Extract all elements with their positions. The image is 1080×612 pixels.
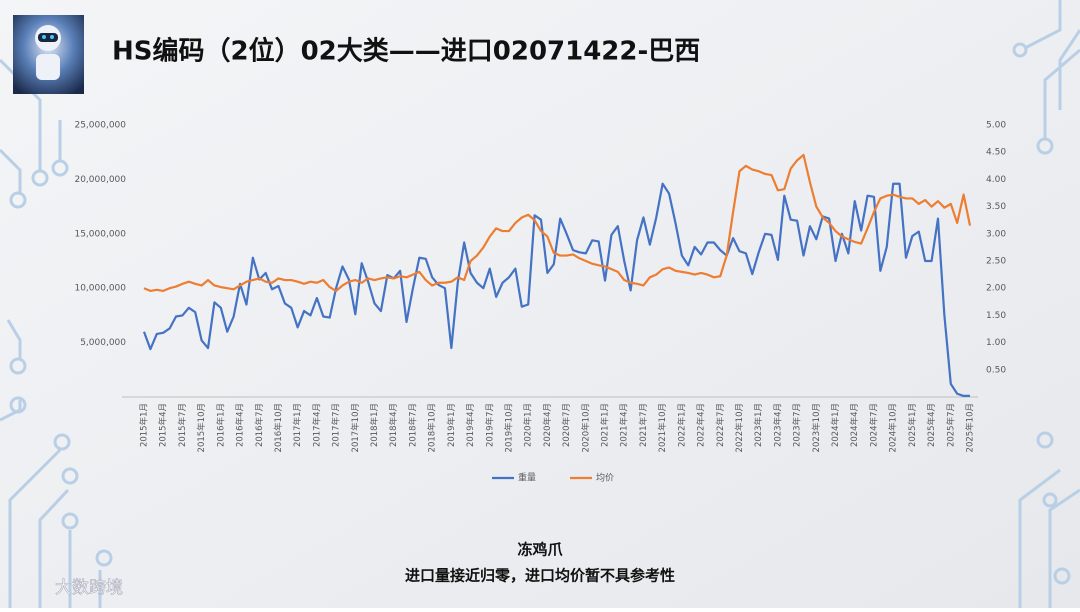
y2-tick-label: 4.00 xyxy=(986,175,1006,185)
y2-tick-label: 2.50 xyxy=(986,257,1006,267)
x-tick-label: 2023年7月 xyxy=(792,403,803,447)
chart-title: HS编码（2位）02大类——进口02071422-巴西 xyxy=(112,36,700,67)
y2-tick-label: 2.00 xyxy=(986,284,1006,294)
series-line xyxy=(143,153,972,293)
x-tick-label: 2016年7月 xyxy=(254,403,265,447)
x-tick-label: 2021年4月 xyxy=(619,403,630,447)
x-tick-label: 2020年10月 xyxy=(580,403,591,452)
plot: 5,000,000 10,000,000 15,000,000 20,000,000 2… xyxy=(74,121,1006,484)
x-tick-label: 2022年4月 xyxy=(696,403,707,447)
legend-label: 重量 xyxy=(518,472,536,484)
y2-tick-label: 5.00 xyxy=(986,121,1006,131)
x-tick-label: 2022年7月 xyxy=(715,403,726,447)
x-tick-label: 2020年7月 xyxy=(561,403,572,447)
y-tick-label: 10,000,000 xyxy=(74,284,126,294)
x-tick-label: 2017年1月 xyxy=(292,403,303,447)
y2-tick-label: 0.50 xyxy=(986,365,1006,375)
y-tick-label: 25,000,000 xyxy=(74,121,126,131)
x-tick-label: 2019年4月 xyxy=(465,403,476,447)
x-tick-label: 2015年7月 xyxy=(177,403,188,447)
x-tick-label: 2016年10月 xyxy=(273,403,284,452)
x-tick-label: 2015年10月 xyxy=(196,403,207,452)
x-tick-label: 2019年10月 xyxy=(503,403,514,452)
y2-tick-label: 3.00 xyxy=(986,229,1006,239)
x-tick-label: 2024年10月 xyxy=(888,403,899,452)
x-tick-label: 2022年10月 xyxy=(734,403,745,452)
robot-body xyxy=(36,54,60,80)
x-tick-label: 2017年7月 xyxy=(331,403,342,447)
x-tick-label: 2025年10月 xyxy=(965,403,976,452)
x-tick-label: 2018年1月 xyxy=(369,403,380,447)
y-tick-label: 5,000,000 xyxy=(80,338,126,348)
x-tick-label: 2018年4月 xyxy=(388,403,399,447)
x-tick-label: 2019年1月 xyxy=(446,403,457,447)
x-tick-label: 2019年7月 xyxy=(484,403,495,447)
footer-note: 进口量接近归零，进口均价暂不具参考性 xyxy=(405,567,675,585)
y-tick-label: 20,000,000 xyxy=(74,175,126,185)
x-tick-label: 2018年10月 xyxy=(427,403,438,452)
x-tick-label: 2021年7月 xyxy=(638,403,649,447)
robot-visor xyxy=(38,33,58,42)
x-tick-label: 2016年1月 xyxy=(215,403,226,447)
robot-eye xyxy=(50,35,54,39)
x-tick-label: 2024年7月 xyxy=(868,403,879,447)
y2-tick-label: 4.50 xyxy=(986,148,1006,158)
x-tick-label: 2018年7月 xyxy=(407,403,418,447)
robot-eye xyxy=(42,35,46,39)
x-tick-label: 2024年1月 xyxy=(830,403,841,447)
series-line xyxy=(142,182,970,398)
x-tick-label: 2015年1月 xyxy=(139,403,150,447)
x-tick-label: 2023年4月 xyxy=(772,403,783,447)
x-tick-label: 2015年4月 xyxy=(158,403,169,447)
x-tick-label: 2020年1月 xyxy=(523,403,534,447)
x-tick-label: 2023年1月 xyxy=(753,403,764,447)
x-tick-label: 2024年4月 xyxy=(849,403,860,447)
footer-product: 冻鸡爪 xyxy=(517,541,563,559)
legend-label: 均价 xyxy=(596,472,614,484)
y-tick-label: 15,000,000 xyxy=(74,229,126,239)
y2-tick-label: 1.50 xyxy=(986,311,1006,321)
x-tick-label: 2022年1月 xyxy=(676,403,687,447)
y2-tick-label: 3.50 xyxy=(986,202,1006,212)
x-tick-label: 2021年10月 xyxy=(657,403,668,452)
x-tick-label: 2016年4月 xyxy=(235,403,246,447)
x-tick-label: 2017年4月 xyxy=(311,403,322,447)
x-tick-label: 2025年4月 xyxy=(926,403,937,447)
x-tick-label: 2025年1月 xyxy=(907,403,918,447)
x-tick-label: 2021年1月 xyxy=(600,403,611,447)
y2-tick-label: 1.00 xyxy=(986,338,1006,348)
watermark: 大数跨境 xyxy=(55,578,123,598)
x-tick-label: 2023年10月 xyxy=(811,403,822,452)
x-tick-label: 2020年4月 xyxy=(542,403,553,447)
x-tick-label: 2017年10月 xyxy=(350,403,361,452)
x-tick-label: 2025年7月 xyxy=(945,403,956,447)
